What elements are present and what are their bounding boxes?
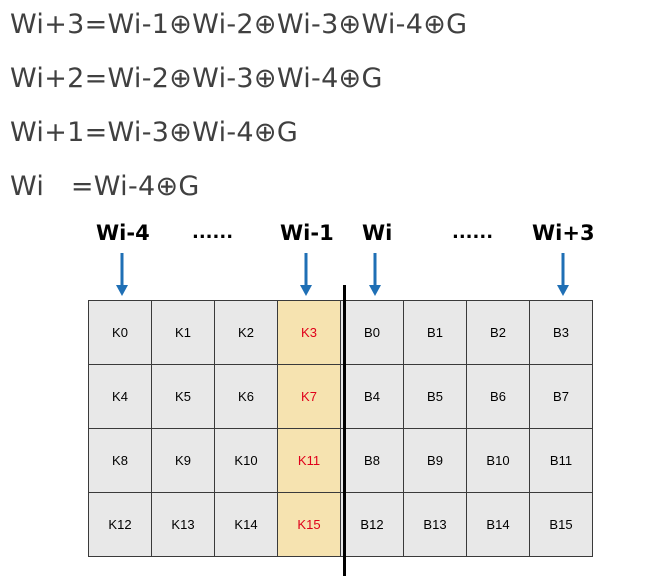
- divider-line: [343, 285, 346, 576]
- grid-cell: K6: [214, 364, 278, 429]
- grid-cell: B13: [403, 492, 467, 557]
- grid-cell: K0: [88, 300, 152, 365]
- grid-row: K8 K9 K10 K11 B8 B9 B10 B11: [88, 428, 593, 493]
- grid-cell: B6: [466, 364, 530, 429]
- ellipsis-left: ......: [192, 222, 234, 243]
- grid-row: K4 K5 K6 K7 B4 B5 B6 B7: [88, 364, 593, 429]
- grid-cell: K11: [277, 428, 341, 493]
- grid-cell: B4: [340, 364, 404, 429]
- grid-cell: K3: [277, 300, 341, 365]
- grid-cell: B1: [403, 300, 467, 365]
- grid-cell: B5: [403, 364, 467, 429]
- label-wi-minus-4: Wi-4: [96, 221, 150, 245]
- equation-3: Wi+1=Wi-3⊕Wi-4⊕G: [10, 117, 299, 148]
- grid-cell: B8: [340, 428, 404, 493]
- grid-row: K12 K13 K14 K15 B12 B13 B14 B15: [88, 492, 593, 557]
- grid-cell: K13: [151, 492, 215, 557]
- grid-cell: K15: [277, 492, 341, 557]
- grid-cell: B7: [529, 364, 593, 429]
- grid-cell: B0: [340, 300, 404, 365]
- grid-cell: K10: [214, 428, 278, 493]
- grid-row: K0 K1 K2 K3 B0 B1 B2 B3: [88, 300, 593, 365]
- label-wi-minus-1: Wi-1: [280, 221, 334, 245]
- grid-cell: K5: [151, 364, 215, 429]
- grid-cell: K9: [151, 428, 215, 493]
- grid-cell: K1: [151, 300, 215, 365]
- arrow-wi-plus-3: [557, 253, 569, 296]
- equation-2: Wi+2=Wi-2⊕Wi-3⊕Wi-4⊕G: [10, 63, 383, 94]
- equation-4: Wi =Wi-4⊕G: [10, 171, 200, 202]
- grid-cell: K8: [88, 428, 152, 493]
- arrow-wi-minus-4: [116, 253, 128, 296]
- grid-cell: B11: [529, 428, 593, 493]
- grid-cell: B12: [340, 492, 404, 557]
- grid-cell: K7: [277, 364, 341, 429]
- label-wi: Wi: [362, 221, 393, 245]
- grid-cell: K4: [88, 364, 152, 429]
- key-block-grid: K0 K1 K2 K3 B0 B1 B2 B3 K4 K5 K6 K7 B4 B5 B6 B7 K8 K9 K10 K…: [88, 300, 593, 557]
- equation-1: Wi+3=Wi-1⊕Wi-2⊕Wi-3⊕Wi-4⊕G: [10, 9, 468, 40]
- grid-cell: B14: [466, 492, 530, 557]
- grid-cell: B3: [529, 300, 593, 365]
- grid-cell: K12: [88, 492, 152, 557]
- grid-cell: B2: [466, 300, 530, 365]
- arrow-wi: [369, 253, 381, 296]
- ellipsis-right: ......: [452, 222, 494, 243]
- grid-cell: K14: [214, 492, 278, 557]
- grid-cell: K2: [214, 300, 278, 365]
- arrow-wi-minus-1: [300, 253, 312, 296]
- grid-cell: B15: [529, 492, 593, 557]
- grid-cell: B9: [403, 428, 467, 493]
- grid-cell: B10: [466, 428, 530, 493]
- label-wi-plus-3: Wi+3: [532, 221, 595, 245]
